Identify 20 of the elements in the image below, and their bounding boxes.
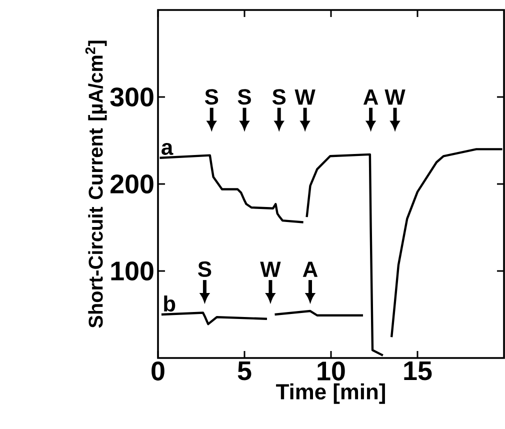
y-tick-label: 300: [110, 87, 154, 107]
annotation: A: [363, 90, 378, 105]
y-tick-label: 100: [111, 261, 154, 281]
y-tick-label: 200: [110, 174, 154, 194]
x-tick-label: 0: [152, 362, 164, 381]
legend-label: b: [164, 295, 176, 312]
series-label: a: [162, 142, 174, 155]
annotation: W: [294, 90, 316, 105]
annotation: A: [302, 262, 318, 277]
annotation: S: [204, 89, 218, 105]
annotation: W: [260, 262, 281, 277]
annotation: S: [272, 89, 286, 105]
annotation: S: [238, 89, 251, 105]
x-tick-label: 5: [238, 362, 252, 380]
y-axis-title: Short-Circuit Current [µA/cm$^{2}$]: [85, 40, 107, 328]
x-tick-label: 10: [318, 362, 345, 381]
annotation: S: [198, 261, 212, 277]
x-tick-label: 15: [404, 362, 432, 380]
x-axis-title: Time [min]: [276, 383, 385, 404]
annotation: W: [384, 90, 406, 105]
